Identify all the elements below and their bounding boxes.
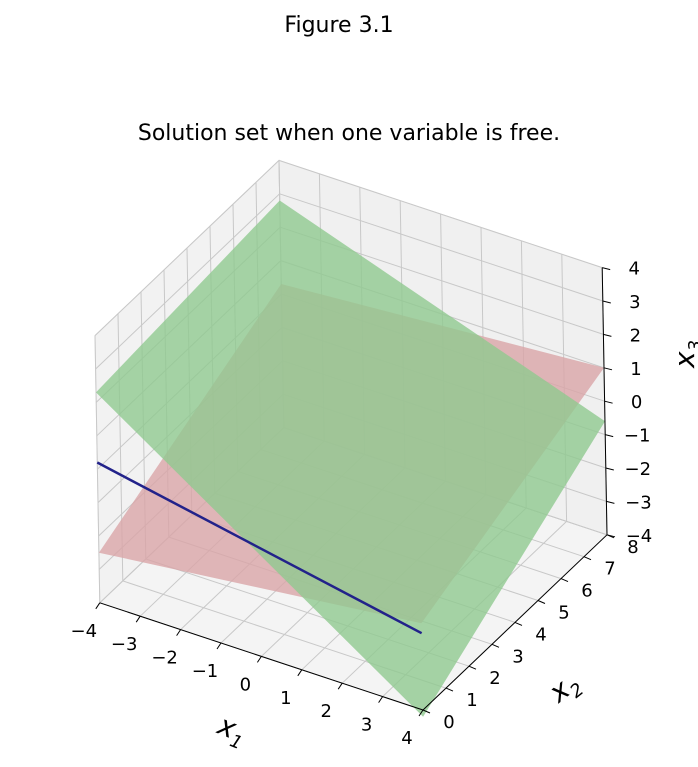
x3-tick-label: 0 [631,392,642,413]
x3-tick-mark [606,500,615,504]
x3-tick-mark [605,467,614,471]
x3-tick-label: −4 [626,526,653,547]
x2-tick-mark [468,665,477,670]
x2-tick-mark [422,709,431,714]
x3-axis-label: x3 [668,340,698,369]
chart-title: Solution set when one variable is free. [138,121,560,146]
x2-tick-mark [583,556,592,561]
x3-tick-label: −1 [624,426,651,447]
x2-tick-label: 8 [627,537,638,558]
x3-tick-mark [602,267,611,271]
x2-axis-label: x2 [542,666,588,714]
x2-tick-mark [491,643,500,648]
x1-tick-mark [95,602,101,610]
x2-tick-label: 7 [604,559,615,580]
x3-tick-mark [603,367,613,371]
x2-tick-mark [537,600,546,604]
x1-tick-mark [256,656,262,663]
x3-tick-label: 2 [630,325,641,346]
planes [96,200,605,717]
x2-tick-label: 2 [489,668,500,689]
x2-tick-label: 4 [535,624,546,645]
x3-tick-label: −3 [625,492,652,513]
x1-tick-mark [216,642,222,650]
x3-tick-mark [606,534,616,538]
x3-tick-label: 3 [629,292,640,313]
x3-tick-label: 1 [630,359,641,380]
grid-line [95,193,280,370]
x2-tick-mark [514,621,523,626]
x2-tick-label: 3 [512,646,523,667]
x1-tick-label: 0 [240,674,251,695]
x1-tick-mark [176,629,182,636]
grid-line [278,159,603,269]
x1-tick-label: −1 [192,661,219,682]
x1-tick-label: 3 [361,715,372,736]
x1-tick-label: 2 [320,701,331,722]
x3-tick-mark [603,333,612,337]
x1-tick-label: 4 [401,728,412,749]
x1-tick-mark [337,682,343,690]
x1-tick-mark [378,696,384,703]
x3-tick-label: 4 [628,259,639,280]
x2-tick-label: 1 [466,690,477,711]
x1-tick-mark [297,669,303,677]
x2-tick-mark [445,687,454,692]
plane-2 [96,200,605,717]
x3-tick-mark [604,400,613,404]
x2-tick-label: 5 [558,603,569,624]
x2-tick-mark [560,578,569,583]
grid-line [279,193,603,302]
x1-tick-label: −3 [111,634,138,655]
x1-tick-mark [418,709,424,717]
x2-tick-label: 0 [443,712,454,733]
x1-tick-label: −4 [71,621,98,642]
intersection-line [96,461,423,635]
x1-tick-label: −2 [151,648,178,669]
figure-suptitle: Figure 3.1 [284,13,393,38]
x1-axis-label: x1 [210,708,251,754]
x3-tick-mark [602,300,611,304]
grid-line [94,160,280,336]
x3-tick-label: −2 [625,459,652,480]
x1-tick-label: 1 [280,688,291,709]
x3-tick-mark [605,434,614,438]
x2-tick-label: 6 [581,581,592,602]
x1-tick-mark [135,615,141,623]
